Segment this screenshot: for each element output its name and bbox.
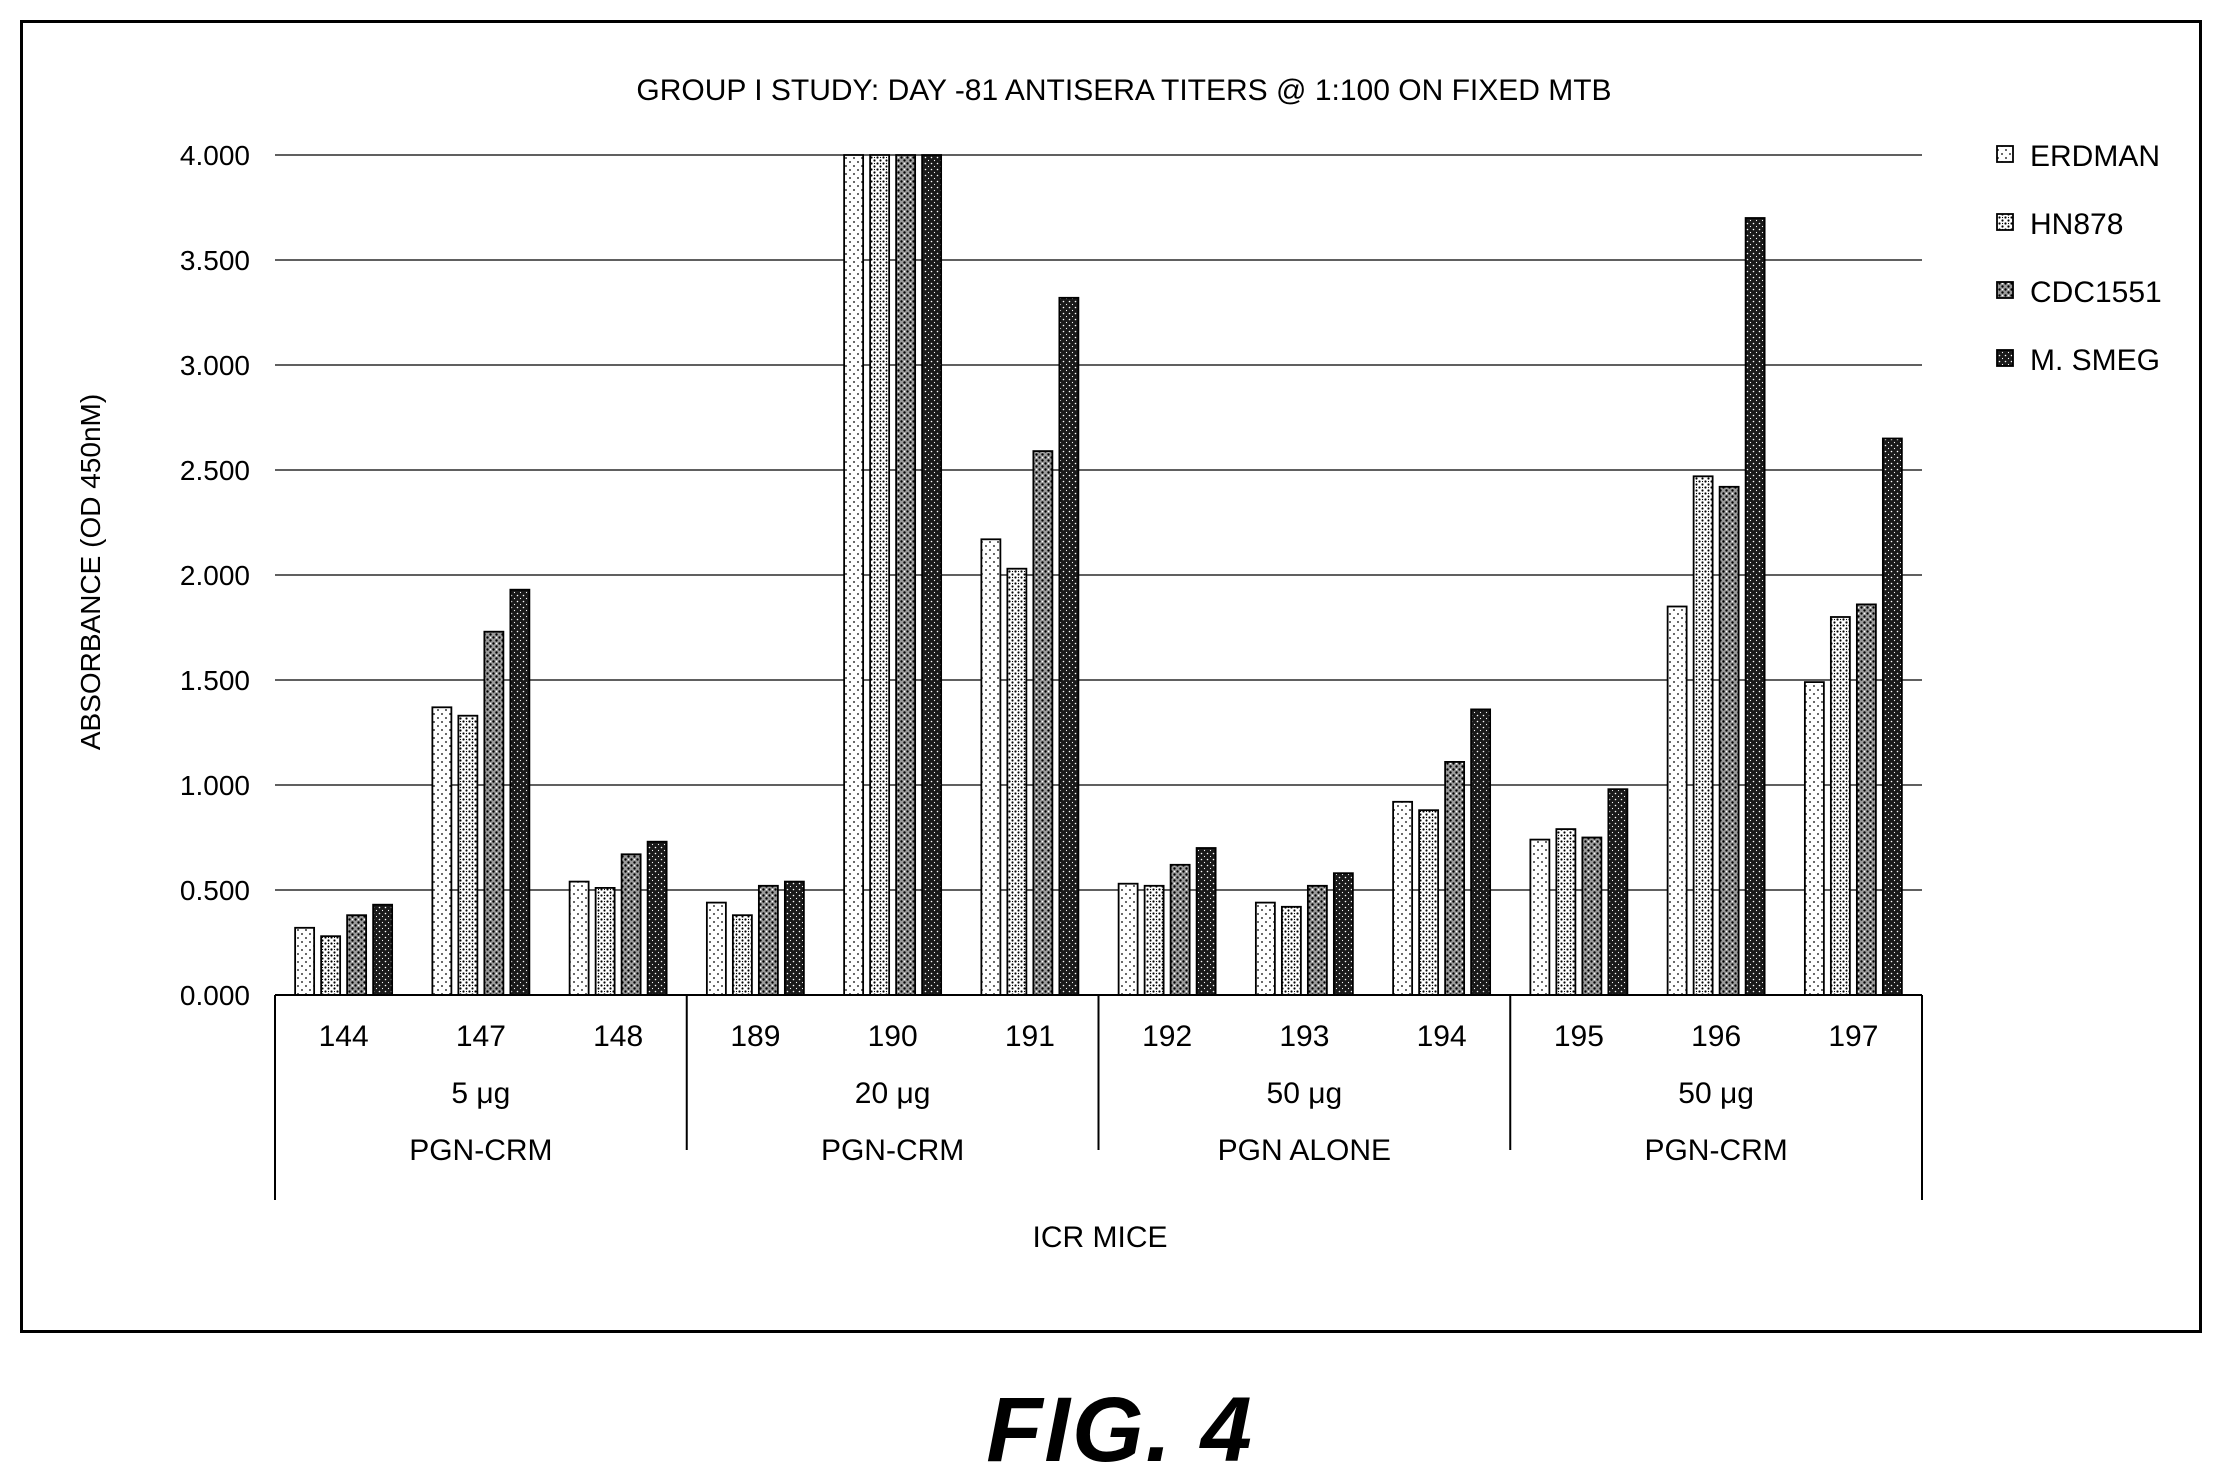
bar (1117, 882, 1139, 996)
bar (1058, 296, 1080, 996)
bar (1607, 788, 1629, 996)
legend-swatch (1996, 145, 2014, 163)
group-label: PGN-CRM (821, 1134, 964, 1167)
bar (1529, 838, 1551, 996)
bar (346, 914, 368, 996)
y-tick-label: 2.000 (180, 560, 250, 591)
bar (1143, 884, 1165, 996)
bar (431, 706, 453, 996)
legend-label: CDC1551 (2030, 276, 2162, 309)
gridlines (275, 154, 1922, 891)
bar (483, 630, 505, 996)
bar (1666, 605, 1688, 996)
chart-title: GROUP I STUDY: DAY -81 ANTISERA TITERS @… (636, 74, 1611, 107)
bar (1692, 475, 1714, 996)
bar (620, 853, 642, 996)
chart-frame (20, 20, 2202, 1333)
y-tick-label: 4.000 (180, 140, 250, 171)
y-tick-labels: 0.000 0.500 1.000 1.500 2.000 2.500 3.000 3.500… (180, 140, 250, 1011)
bar (1803, 681, 1825, 996)
bar (457, 714, 479, 996)
x-tick-label: 191 (1005, 1020, 1055, 1053)
group-label: PGN-CRM (409, 1134, 552, 1167)
x-tick-label: 147 (456, 1020, 506, 1053)
bar (1855, 603, 1877, 996)
y-tick-label: 0.000 (180, 980, 250, 1011)
x-tick-label: 192 (1142, 1020, 1192, 1053)
bar (895, 154, 917, 996)
legend-swatch (1996, 349, 2014, 367)
y-tick-label: 1.000 (180, 770, 250, 801)
x-axis-label: ICR MICE (1033, 1221, 1168, 1254)
bar (1444, 761, 1466, 996)
bar (1254, 901, 1276, 996)
legend-label: ERDMAN (2030, 140, 2160, 173)
legend: ERDMAN HN878 CDC1551 M. SMEG (1996, 140, 2162, 377)
bar (705, 901, 727, 996)
group-dose-label: 50 μg (1267, 1077, 1343, 1110)
bar (1280, 905, 1302, 996)
x-tick-label: 193 (1279, 1020, 1329, 1053)
bar (1744, 217, 1766, 996)
group-dose-label: 20 μg (855, 1077, 931, 1110)
bar (646, 840, 668, 996)
x-tick-label: 195 (1554, 1020, 1604, 1053)
bar (783, 880, 805, 996)
bar (921, 154, 943, 996)
bar (509, 588, 531, 996)
x-tick-label: 148 (593, 1020, 643, 1053)
figure-caption: FIG. 4 (986, 1379, 1254, 1481)
bar (1418, 809, 1440, 996)
y-tick-label: 3.500 (180, 245, 250, 276)
bar (1169, 863, 1191, 996)
bar (757, 884, 779, 996)
group-dose-label: 50 μg (1678, 1077, 1754, 1110)
bar (1195, 847, 1217, 996)
x-tick-label: 189 (730, 1020, 780, 1053)
bar (1306, 884, 1328, 996)
bar (320, 935, 342, 996)
y-tick-label: 0.500 (180, 875, 250, 906)
bar (1718, 485, 1740, 996)
bar (869, 154, 891, 996)
legend-label: HN878 (2030, 208, 2123, 241)
bar (1032, 450, 1054, 996)
bar (294, 926, 316, 996)
x-tick-label: 197 (1828, 1020, 1878, 1053)
bar (1470, 708, 1492, 996)
x-tick-label: 144 (319, 1020, 369, 1053)
bar (1829, 616, 1851, 996)
x-axis: 144 147 148 189 190 191 192 193 194 195 196 197 5 μg… (274, 994, 1923, 1200)
y-axis-label: ABSORBANCE (OD 450nM) (75, 394, 106, 750)
bar (372, 903, 394, 996)
bar (1006, 567, 1028, 996)
bar (980, 538, 1002, 996)
x-tick-label: 194 (1417, 1020, 1467, 1053)
bar (568, 880, 590, 996)
bar (594, 887, 616, 996)
x-tick-label: 190 (868, 1020, 918, 1053)
group-label: PGN ALONE (1218, 1134, 1391, 1167)
legend-swatch (1996, 281, 2014, 299)
bar (1332, 872, 1354, 996)
bar (731, 914, 753, 996)
bar (1881, 437, 1903, 996)
group-label: PGN-CRM (1644, 1134, 1787, 1167)
legend-label: M. SMEG (2030, 344, 2160, 377)
bar (1555, 828, 1577, 996)
legend-swatch (1996, 213, 2014, 231)
y-tick-label: 2.500 (180, 455, 250, 486)
bar (1392, 800, 1414, 996)
bar (1581, 836, 1603, 996)
y-tick-label: 3.000 (180, 350, 250, 381)
group-dose-label: 5 μg (451, 1077, 510, 1110)
y-tick-label: 1.500 (180, 665, 250, 696)
x-tick-label: 196 (1691, 1020, 1741, 1053)
bar (843, 154, 865, 996)
